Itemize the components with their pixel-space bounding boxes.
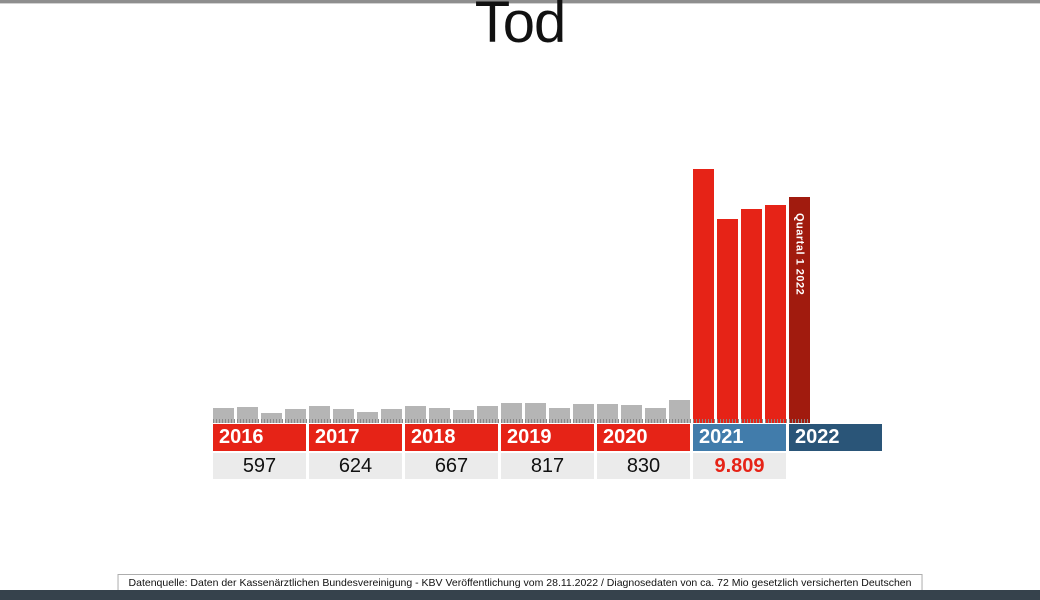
annual-total-2017: 624 xyxy=(309,453,402,479)
quarterly-deaths-chart: 2016 597 2017 624 2018 667 2019 817 2020 830 2021 9… xyxy=(213,167,882,479)
bottom-strip xyxy=(0,590,1040,600)
year-label-2022: 2022 xyxy=(789,424,882,451)
bars-2020 xyxy=(597,167,690,423)
year-group-2022: Quartal 1 2022 2022 xyxy=(789,167,882,479)
year-group-2020: 2020 830 xyxy=(597,167,690,479)
year-group-2016: 2016 597 xyxy=(213,167,306,479)
year-label-2018: 2018 xyxy=(405,424,498,451)
quarter-bar-2018-q1 xyxy=(405,406,426,423)
bar-annotation-quartal-1-2022: Quartal 1 2022 xyxy=(793,213,806,296)
quarter-bar-2017-q3 xyxy=(357,412,378,423)
quarter-bar-2021-q1 xyxy=(693,169,714,423)
chart-groups: 2016 597 2017 624 2018 667 2019 817 2020 830 2021 9… xyxy=(213,167,882,479)
quarter-bar-2020-q4 xyxy=(669,400,690,423)
year-group-2019: 2019 817 xyxy=(501,167,594,479)
quarter-bar-2021-q2 xyxy=(717,219,738,423)
quarter-bar-2019-q1 xyxy=(501,403,522,423)
data-source-note: Datenquelle: Daten der Kassenärztlichen … xyxy=(117,574,923,593)
annual-total-2019: 817 xyxy=(501,453,594,479)
quarter-bar-2020-q1 xyxy=(597,404,618,423)
annual-total-2018: 667 xyxy=(405,453,498,479)
annual-total-2016: 597 xyxy=(213,453,306,479)
year-group-2018: 2018 667 xyxy=(405,167,498,479)
year-label-2021: 2021 xyxy=(693,424,786,451)
annual-total-2021: 9.809 xyxy=(693,453,786,479)
quarter-bar-2017-q1 xyxy=(309,406,330,423)
chart-baseline xyxy=(213,419,810,423)
quarter-bar-2021-q4 xyxy=(765,205,786,423)
year-group-2017: 2017 624 xyxy=(309,167,402,479)
page-title: Tod xyxy=(474,0,567,55)
quarter-bar-2020-q2 xyxy=(621,405,642,423)
annual-total-2020: 830 xyxy=(597,453,690,479)
bars-2018 xyxy=(405,167,498,423)
bars-2022: Quartal 1 2022 xyxy=(789,167,882,423)
bars-2021 xyxy=(693,167,786,423)
quarter-bar-2018-q4 xyxy=(477,406,498,423)
year-label-2020: 2020 xyxy=(597,424,690,451)
quarter-bar-2022-q1: Quartal 1 2022 xyxy=(789,197,810,423)
quarter-bar-2016-q3 xyxy=(261,413,282,423)
quarter-bar-2019-q4 xyxy=(573,404,594,423)
year-label-2016: 2016 xyxy=(213,424,306,451)
quarter-bar-2019-q2 xyxy=(525,403,546,423)
year-label-2017: 2017 xyxy=(309,424,402,451)
year-group-2021: 2021 9.809 xyxy=(693,167,786,479)
year-label-2019: 2019 xyxy=(501,424,594,451)
annual-total-2022 xyxy=(789,453,882,479)
top-strip xyxy=(0,0,1040,4)
quarter-bar-2021-q3 xyxy=(741,209,762,423)
bars-2019 xyxy=(501,167,594,423)
bars-2017 xyxy=(309,167,402,423)
bars-2016 xyxy=(213,167,306,423)
